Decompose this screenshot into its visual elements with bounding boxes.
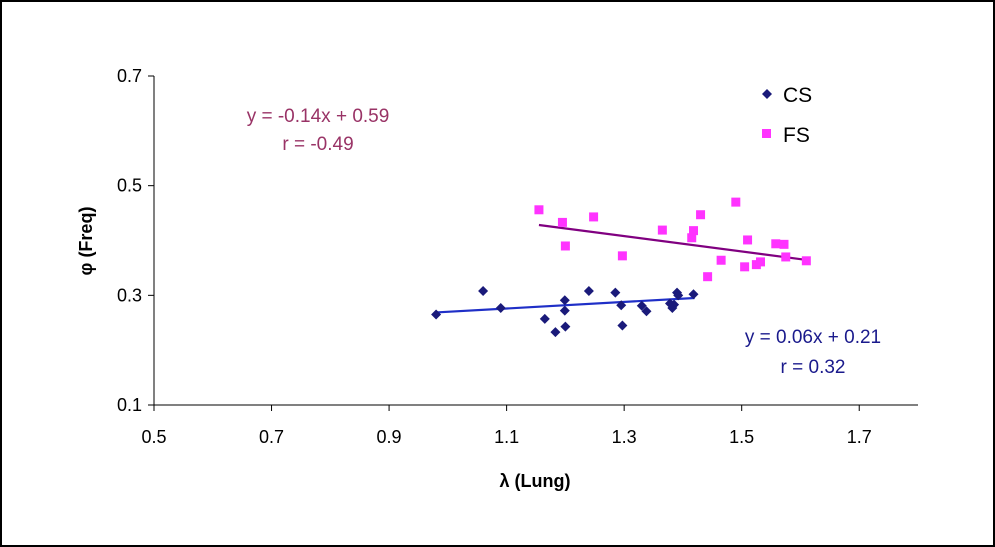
fs-point [689, 226, 699, 236]
cs-trend-equation: y = 0.06x + 0.21 [745, 327, 881, 348]
y-tick-label: 0.1 [117, 395, 142, 415]
cs-point [617, 320, 628, 331]
y-tick-label: 0.3 [117, 285, 142, 305]
fs-point [743, 235, 753, 245]
x-axis-ticks: 0.5 0.7 0.9 1.1 1.3 1.5 1.7 [141, 405, 872, 447]
cs-point [550, 327, 561, 338]
cs-point [495, 302, 506, 313]
legend-cs-label: CS [783, 84, 812, 107]
cs-point [539, 313, 550, 324]
cs-point [616, 300, 627, 311]
y-tick-label: 0.5 [117, 176, 142, 196]
fs-point [687, 233, 697, 243]
x-tick-label: 1.3 [612, 427, 637, 447]
y-axis-ticks: 0.1 0.3 0.5 0.7 [117, 66, 154, 415]
trendlines [436, 223, 808, 314]
fs-point [557, 217, 567, 227]
fs-point [589, 212, 599, 222]
legend-cs-marker [762, 89, 772, 99]
fs-point [657, 225, 667, 235]
data-points [431, 197, 811, 338]
fs-point [560, 241, 570, 251]
cs-point [641, 306, 652, 317]
fs-point [740, 262, 750, 272]
fs-trend-r: r = -0.49 [282, 134, 353, 155]
cs-point [559, 305, 570, 316]
cs-trend-r: r = 0.32 [781, 357, 846, 378]
cs-point [583, 285, 594, 296]
legend-fs-marker [762, 129, 771, 138]
cs-trendline [436, 296, 695, 314]
legend-fs-label: FS [783, 124, 810, 147]
fs-point [617, 251, 627, 261]
cs-point [559, 295, 570, 306]
cs-point [431, 309, 442, 320]
x-tick-label: 0.5 [141, 427, 166, 447]
cs-point [478, 285, 489, 296]
x-tick-label: 1.5 [729, 427, 754, 447]
cs-point [669, 299, 680, 310]
fs-point [771, 239, 781, 249]
fs-trendline [538, 223, 808, 262]
cs-point [610, 287, 621, 298]
cs-point [673, 290, 684, 301]
fs-point [696, 210, 706, 220]
fs-point [781, 252, 791, 262]
fs-point [755, 257, 765, 267]
x-tick-label: 1.1 [494, 427, 519, 447]
cs-point [560, 321, 571, 332]
fs-point [801, 256, 811, 266]
y-tick-label: 0.7 [117, 66, 142, 86]
x-axis-title: λ (Lung) [500, 471, 571, 491]
fs-point [716, 255, 726, 265]
legend: CS FS [762, 84, 812, 147]
fs-trend-equation: y = -0.14x + 0.59 [247, 106, 390, 127]
y-axis-title: φ (Freq) [76, 207, 96, 276]
x-tick-label: 1.7 [847, 427, 872, 447]
cs-point [688, 289, 699, 300]
x-tick-label: 0.9 [377, 427, 402, 447]
x-tick-label: 0.7 [259, 427, 284, 447]
fs-point [703, 272, 713, 282]
cs-point [636, 300, 647, 311]
fs-point [779, 239, 789, 249]
fs-point [731, 197, 741, 207]
fs-point [534, 205, 544, 215]
